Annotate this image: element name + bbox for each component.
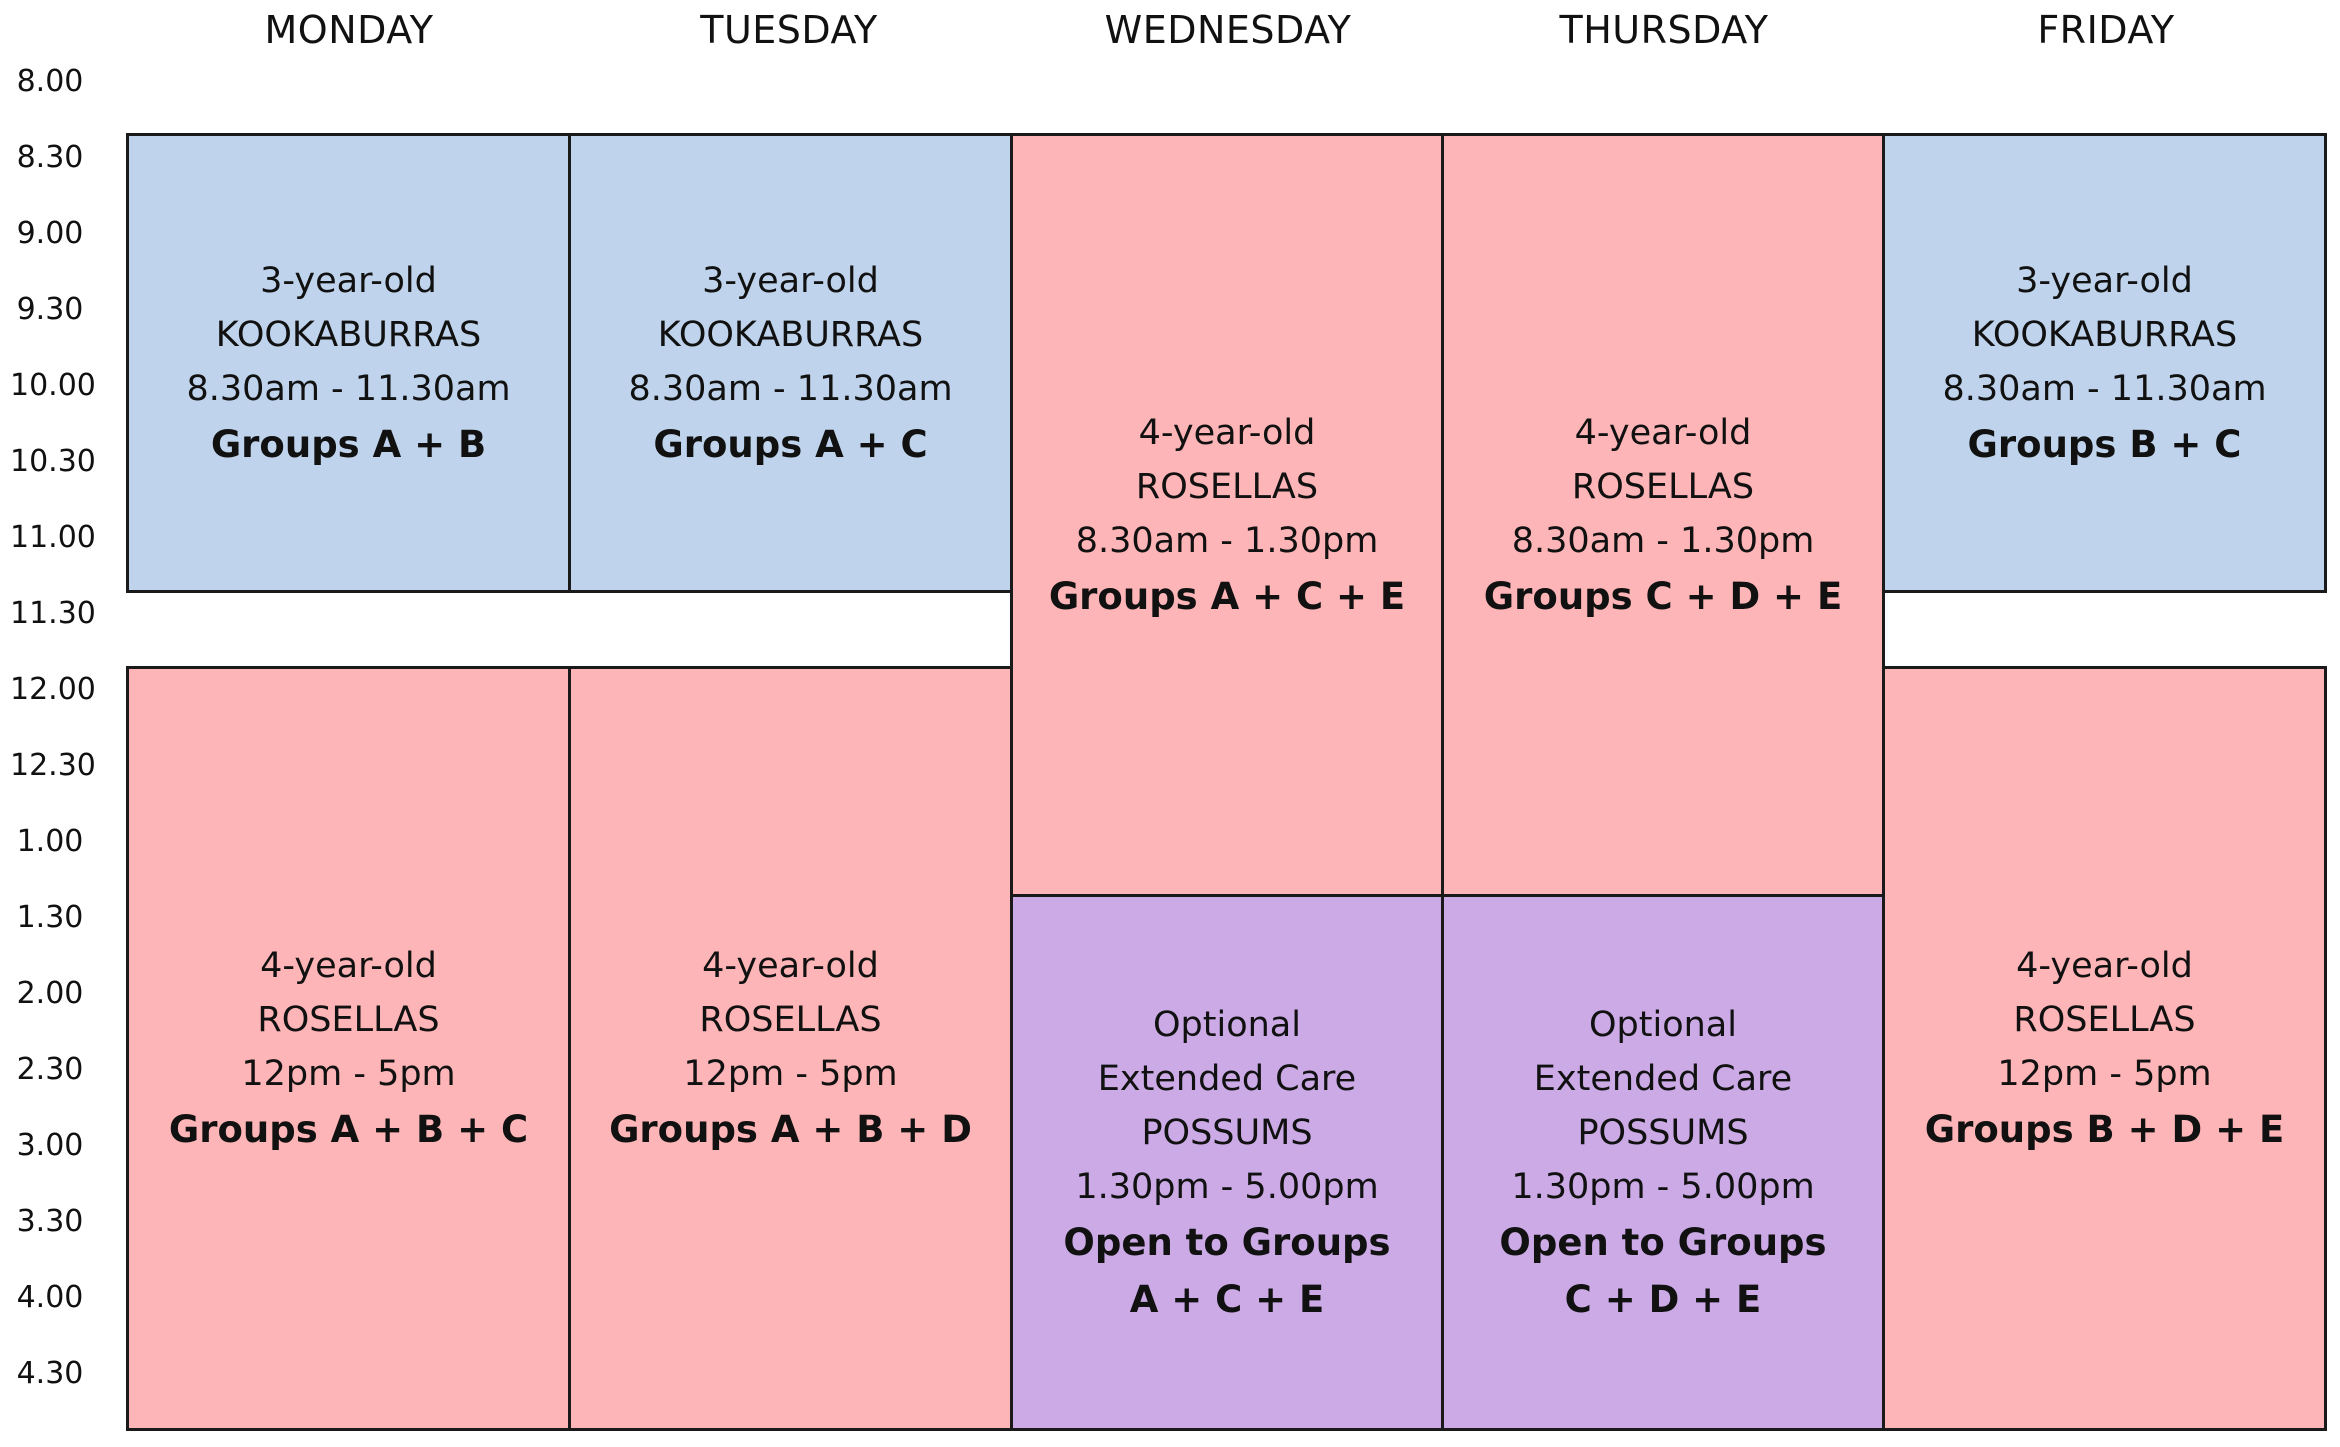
session-block-mon-am: 3-year-old KOOKABURRAS 8.30am - 11.30am Gro… — [126, 133, 571, 593]
day-header-friday: FRIDAY — [2037, 8, 2175, 52]
time-label: 4.00 — [16, 1280, 84, 1315]
session-groups: Groups A + B — [210, 422, 487, 466]
session-program: ROSELLAS — [2013, 1000, 2196, 1040]
session-block-wed-pm: Optional Extended Care POSSUMS 1.30pm - 5.0… — [1010, 894, 1444, 1431]
session-program: ROSELLAS — [1135, 466, 1319, 507]
time-label: 9.30 — [16, 292, 84, 327]
session-hours: 1.30pm - 5.00pm — [1075, 1166, 1379, 1207]
session-program: ROSELLAS — [257, 1000, 440, 1040]
session-hours: 8.30am - 11.30am — [1942, 368, 2267, 409]
time-label: 10.00 — [10, 368, 96, 403]
time-label: 4.30 — [16, 1356, 84, 1391]
session-hours: 12pm - 5pm — [1997, 1054, 2212, 1094]
session-groups: Groups B + D + E — [1924, 1108, 2285, 1151]
session-age: 4-year-old — [260, 946, 437, 986]
session-groups: Groups A + C + E — [1048, 574, 1406, 618]
day-header-monday: MONDAY — [264, 8, 434, 52]
session-block-fri-pm: 4-year-old ROSELLAS 12pm - 5pm Groups B + D… — [1882, 666, 2327, 1431]
session-block-mon-pm: 4-year-old ROSELLAS 12pm - 5pm Groups A + B… — [126, 666, 571, 1431]
session-groups: Groups B + C — [1967, 422, 2242, 466]
session-program: POSSUMS — [1141, 1112, 1313, 1153]
time-label: 11.30 — [10, 596, 96, 631]
day-header-wednesday: WEDNESDAY — [1104, 8, 1352, 52]
session-program: KOOKABURRAS — [657, 314, 924, 355]
session-groups: Open to Groups — [1063, 1220, 1391, 1264]
session-age: 3-year-old — [2016, 260, 2193, 301]
time-label: 10.30 — [10, 444, 96, 479]
session-hours: 8.30am - 1.30pm — [1075, 520, 1379, 561]
session-groups: A + C + E — [1129, 1277, 1325, 1321]
time-label: 3.30 — [16, 1204, 84, 1239]
session-hours: 8.30am - 1.30pm — [1511, 520, 1815, 561]
session-groups: Groups A + B + D — [609, 1108, 972, 1151]
time-label: 8.30 — [16, 140, 84, 175]
session-hours: 12pm - 5pm — [241, 1054, 456, 1094]
session-groups: Groups C + D + E — [1483, 574, 1843, 618]
time-label: 12.30 — [10, 748, 96, 783]
session-hours: 8.30am - 11.30am — [628, 368, 953, 409]
session-block-wed-am: 4-year-old ROSELLAS 8.30am - 1.30pm Groups … — [1010, 133, 1444, 897]
time-label: 11.00 — [10, 520, 96, 555]
session-age: Extended Care — [1097, 1058, 1357, 1099]
session-age: Extended Care — [1533, 1058, 1793, 1099]
time-label: 3.00 — [16, 1128, 84, 1163]
session-age: 3-year-old — [702, 260, 879, 301]
session-age: 3-year-old — [260, 260, 437, 301]
session-groups: Groups A + B + C — [168, 1108, 529, 1151]
time-label: 1.00 — [16, 824, 84, 859]
day-header-tuesday: TUESDAY — [700, 8, 878, 52]
session-age: 4-year-old — [2016, 946, 2193, 986]
session-program: POSSUMS — [1577, 1112, 1749, 1153]
time-label: 2.30 — [16, 1052, 84, 1087]
session-groups: Groups A + C — [653, 422, 928, 466]
session-age: 4-year-old — [1138, 412, 1316, 453]
session-note: Optional — [1153, 1004, 1301, 1045]
time-label: 12.00 — [10, 672, 96, 707]
session-block-tue-pm: 4-year-old ROSELLAS 12pm - 5pm Groups A + B… — [568, 666, 1013, 1431]
session-groups: Open to Groups — [1499, 1220, 1827, 1264]
session-hours: 8.30am - 11.30am — [186, 368, 511, 409]
session-block-thu-am: 4-year-old ROSELLAS 8.30am - 1.30pm Groups … — [1441, 133, 1885, 897]
session-program: KOOKABURRAS — [1971, 314, 2238, 355]
day-header-thursday: THURSDAY — [1559, 8, 1769, 52]
time-label: 1.30 — [16, 900, 84, 935]
session-block-thu-pm: Optional Extended Care POSSUMS 1.30pm - 5.0… — [1441, 894, 1885, 1431]
session-age: 4-year-old — [702, 946, 879, 986]
session-hours: 1.30pm - 5.00pm — [1511, 1166, 1815, 1207]
session-program: ROSELLAS — [699, 1000, 882, 1040]
session-program: ROSELLAS — [1571, 466, 1755, 507]
time-label: 8.00 — [16, 64, 84, 99]
time-label: 2.00 — [16, 976, 84, 1011]
session-note: Optional — [1589, 1004, 1737, 1045]
session-block-tue-am: 3-year-old KOOKABURRAS 8.30am - 11.30am Gro… — [568, 133, 1013, 593]
session-program: KOOKABURRAS — [215, 314, 482, 355]
session-hours: 12pm - 5pm — [683, 1054, 898, 1094]
time-label: 9.00 — [16, 216, 84, 251]
session-block-fri-am: 3-year-old KOOKABURRAS 8.30am - 11.30am Gro… — [1882, 133, 2327, 593]
session-age: 4-year-old — [1574, 412, 1752, 453]
session-groups: C + D + E — [1564, 1277, 1762, 1321]
